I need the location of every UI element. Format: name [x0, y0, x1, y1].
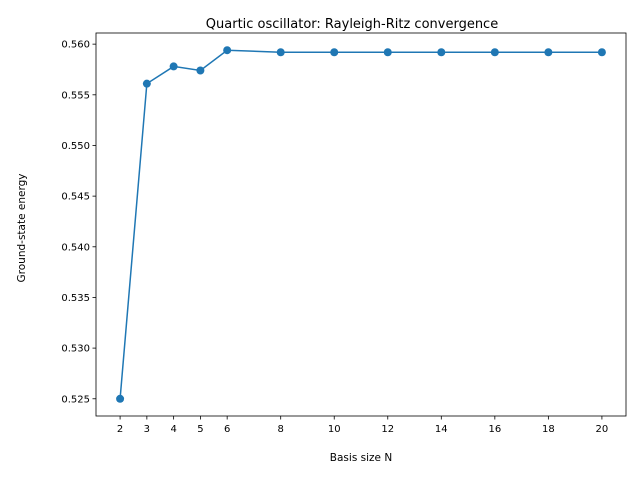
x-tick-label: 10 — [328, 424, 341, 435]
y-tick-label: 0.535 — [61, 293, 90, 304]
x-axis-ticks: 2 3 4 5 6 8 10 12 14 16 18 20 — [117, 416, 608, 435]
series-line — [119, 49, 602, 399]
y-axis-label: Ground-state energy — [16, 174, 28, 283]
chart-title: Quartic oscillator: Rayleigh-Ritz conver… — [206, 17, 498, 32]
x-tick-label: 6 — [224, 424, 230, 435]
y-tick-label: 0.525 — [61, 394, 90, 405]
plot-area — [95, 32, 627, 417]
y-tick-label: 0.540 — [61, 242, 90, 253]
y-axis-ticks: 0.525 0.530 0.535 0.540 0.545 0.550 0.555 0.560 — [61, 40, 96, 405]
x-tick-label: 14 — [435, 424, 448, 435]
x-tick-label: 18 — [542, 424, 555, 435]
x-axis-label: Basis size N — [330, 452, 392, 464]
data-point — [544, 48, 553, 57]
data-point — [383, 48, 392, 57]
y-tick-label: 0.560 — [61, 40, 90, 51]
y-tick-label: 0.545 — [61, 192, 90, 203]
x-tick-label: 8 — [278, 424, 284, 435]
x-tick-label: 5 — [197, 424, 203, 435]
data-point — [597, 48, 606, 57]
data-point — [142, 79, 151, 88]
data-point — [196, 66, 205, 75]
data-point — [276, 48, 285, 57]
x-tick-label: 16 — [488, 424, 501, 435]
data-point — [490, 48, 499, 57]
data-series — [116, 46, 606, 403]
x-tick-label: 3 — [144, 424, 150, 435]
x-tick-label: 20 — [596, 424, 609, 435]
y-tick-label: 0.550 — [61, 141, 90, 152]
data-point — [223, 46, 232, 55]
y-tick-label: 0.530 — [61, 344, 90, 355]
x-tick-label: 12 — [381, 424, 394, 435]
data-point — [437, 48, 446, 57]
data-point — [169, 62, 178, 71]
x-tick-label: 4 — [170, 424, 176, 435]
data-point — [330, 48, 339, 57]
data-point — [116, 394, 125, 403]
y-tick-label: 0.555 — [61, 90, 90, 101]
x-tick-label: 2 — [117, 424, 123, 435]
